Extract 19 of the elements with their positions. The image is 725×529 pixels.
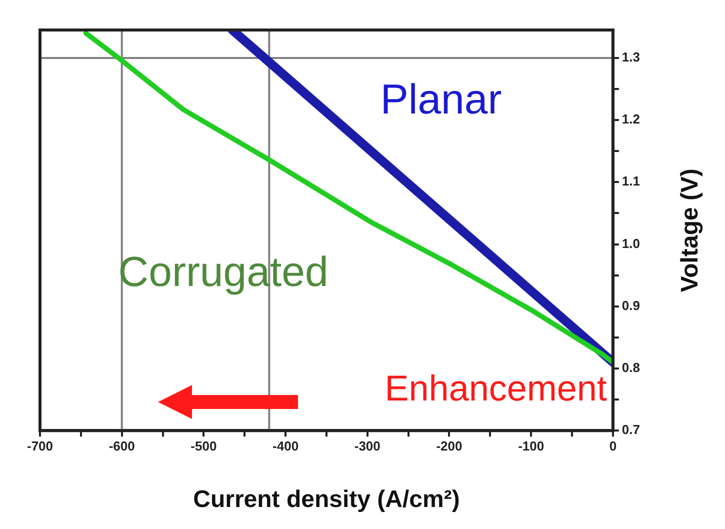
x-tick-label: -600 [108,438,135,454]
series-label: Planar [380,76,502,123]
x-tick-label: -300 [354,438,380,454]
y-tick-label: 1.2 [622,112,640,127]
x-tick-label: -700 [26,438,54,454]
x-tick-label: -500 [190,438,217,454]
y-tick-label: 1.1 [622,174,640,189]
annotation: Enhancement [384,367,607,408]
y-axis-title: Voltage (V) [676,168,704,292]
y-tick-label: 1.0 [622,236,640,251]
x-tick-label: 0 [609,438,617,454]
y-tick-label: 0.8 [622,360,640,376]
x-tick-label: -400 [272,438,299,454]
x-tick-label: -100 [518,438,544,454]
y-tick-label: 0.9 [622,298,640,313]
x-tick-label: -200 [436,438,462,454]
y-tick-label: 1.3 [622,50,640,65]
y-tick-label: 0.7 [622,422,640,438]
x-axis-title: Current density (A/cm²) [193,486,460,514]
